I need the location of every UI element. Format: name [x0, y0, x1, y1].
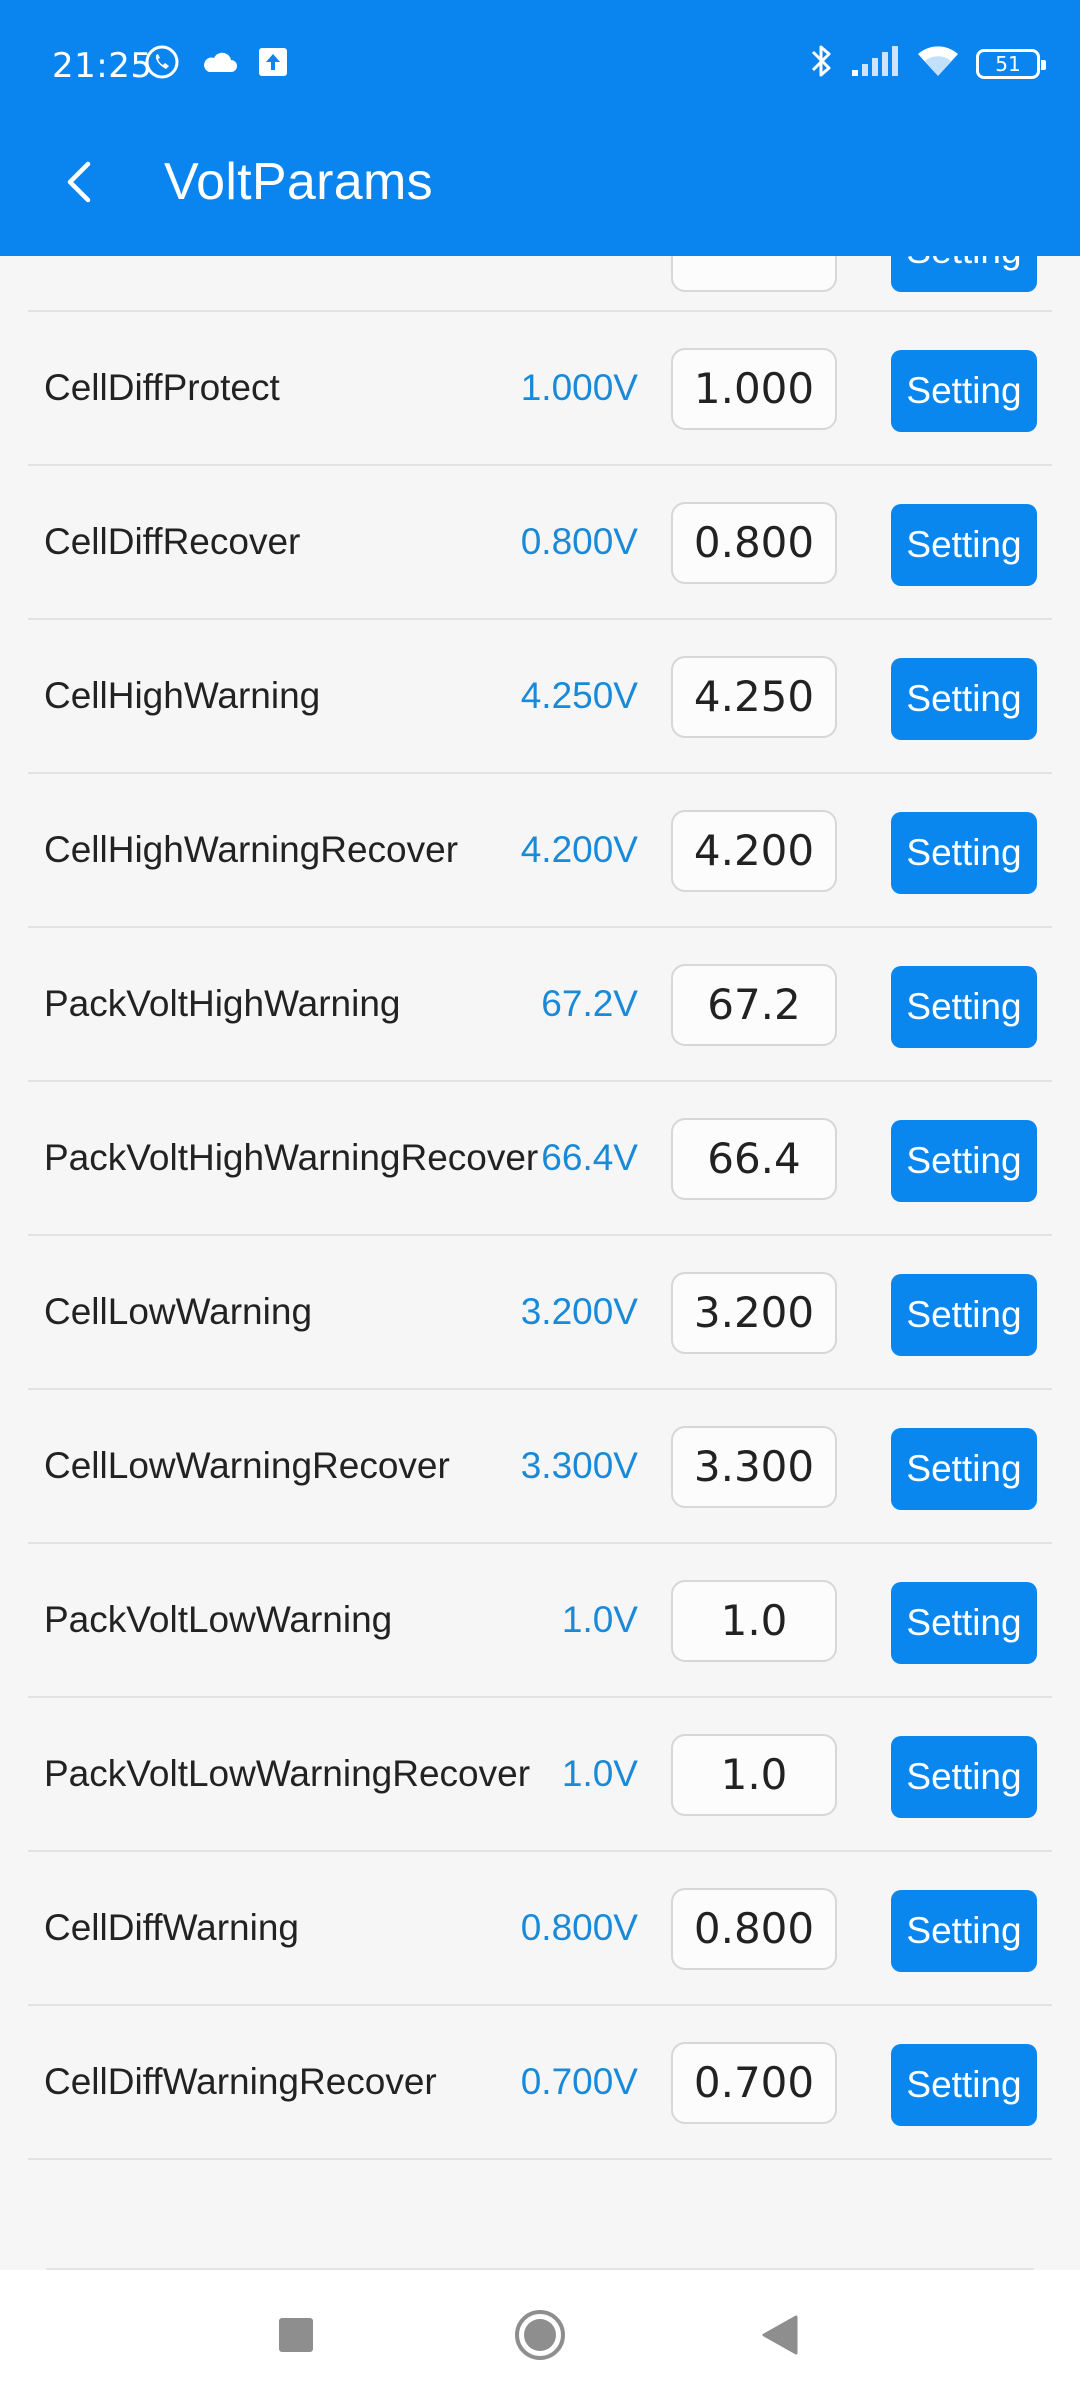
param-name: CellDiffRecover: [44, 521, 301, 562]
param-name: CellDiffProtect: [44, 367, 280, 408]
upload-icon: [258, 47, 288, 82]
phone-call-icon: [144, 44, 180, 85]
home-circle-icon: [515, 2310, 565, 2360]
value-input[interactable]: 67.2: [671, 964, 837, 1046]
setting-button[interactable]: Setting: [891, 658, 1037, 740]
app-bar: VoltParams: [0, 120, 1080, 256]
home-button[interactable]: [480, 2270, 600, 2400]
chevron-left-icon: [67, 161, 91, 203]
list-item: CellDiffWarning 0.800V 0.800 Setting: [28, 1852, 1052, 2006]
current-value: 3.200V: [520, 1291, 638, 1332]
setting-button[interactable]: Setting: [891, 256, 1037, 292]
param-name: CellLowWarning: [44, 1291, 313, 1332]
cloud-icon: [200, 48, 238, 81]
setting-button[interactable]: Setting: [891, 966, 1037, 1048]
param-name: CellHighWarningRecover: [44, 829, 459, 870]
status-time: 21:25: [52, 46, 153, 86]
param-name: CellLowWarningRecover: [44, 1445, 450, 1486]
setting-button[interactable]: Setting: [891, 350, 1037, 432]
value-input[interactable]: 1.000: [671, 348, 837, 430]
list-item: PackVoltLowWarningRecover 1.0V 1.0 Setti…: [28, 1698, 1052, 1852]
current-value: 3.300V: [520, 1445, 638, 1486]
param-name: CellDiffWarningRecover: [44, 2061, 437, 2102]
status-bar: 21:25: [0, 0, 1080, 120]
list-item: CellHighWarningRecover 4.200V 4.200 Sett…: [28, 774, 1052, 928]
param-name: PackVoltHighWarningRecover: [44, 1137, 539, 1178]
param-name: CellDiffWarning: [44, 1907, 299, 1948]
param-name: PackVoltLowWarningRecover: [44, 1753, 531, 1794]
list-item: CellLowWarningRecover 3.300V 3.300 Setti…: [28, 1390, 1052, 1544]
page-title: VoltParams: [164, 153, 433, 211]
recents-button[interactable]: [236, 2270, 356, 2400]
app-header: 21:25: [0, 0, 1080, 256]
back-nav-button[interactable]: [720, 2270, 840, 2400]
value-input[interactable]: 3.300: [671, 1426, 837, 1508]
value-input[interactable]: 3.200: [671, 1272, 837, 1354]
setting-button[interactable]: Setting: [891, 1890, 1037, 1972]
current-value: 1.0V: [561, 1599, 638, 1640]
nav-divider: [46, 2268, 1034, 2270]
list-item-partial: Setting: [28, 256, 1052, 312]
value-input[interactable]: 0.800: [671, 1888, 837, 1970]
current-value: 66.4V: [541, 1137, 638, 1178]
list-item: CellHighWarning 4.250V 4.250 Setting: [28, 620, 1052, 774]
current-value: 1.000V: [520, 367, 638, 408]
value-input[interactable]: 4.250: [671, 656, 837, 738]
setting-button[interactable]: Setting: [891, 1274, 1037, 1356]
current-value: 1.0V: [561, 1753, 638, 1794]
list-item: CellDiffProtect 1.000V 1.000 Setting: [28, 312, 1052, 466]
param-name: PackVoltHighWarning: [44, 983, 401, 1024]
current-value: 4.200V: [520, 829, 638, 870]
volt-params-list: Setting CellDiffProtect 1.000V 1.000 Set…: [28, 256, 1052, 2160]
recents-square-icon: [279, 2318, 313, 2352]
list-item: PackVoltLowWarning 1.0V 1.0 Setting: [28, 1544, 1052, 1698]
value-input[interactable]: 66.4: [671, 1118, 837, 1200]
param-name: PackVoltLowWarning: [44, 1599, 393, 1640]
value-input[interactable]: 0.800: [671, 502, 837, 584]
setting-button[interactable]: Setting: [891, 2044, 1037, 2126]
setting-button[interactable]: Setting: [891, 1428, 1037, 1510]
setting-button[interactable]: Setting: [891, 812, 1037, 894]
back-button[interactable]: [48, 150, 112, 214]
battery-level: 51: [995, 51, 1021, 76]
signal-icon: [850, 44, 900, 83]
value-input[interactable]: 1.0: [671, 1734, 837, 1816]
param-name: CellHighWarning: [44, 675, 321, 716]
value-input[interactable]: 4.200: [671, 810, 837, 892]
list-item: PackVoltHighWarning 67.2V 67.2 Setting: [28, 928, 1052, 1082]
current-value: 0.800V: [520, 521, 638, 562]
value-input[interactable]: 1.0: [671, 1580, 837, 1662]
wifi-icon: [916, 44, 960, 83]
system-nav-bar: [0, 2270, 1080, 2400]
current-value: 0.700V: [520, 2061, 638, 2102]
status-left-icons: [144, 44, 288, 85]
setting-button[interactable]: Setting: [891, 1120, 1037, 1202]
current-value: 4.250V: [520, 675, 638, 716]
battery-icon: 51: [976, 48, 1046, 79]
current-value: 67.2V: [541, 983, 638, 1024]
current-value: 0.800V: [520, 1907, 638, 1948]
list-item: CellLowWarning 3.200V 3.200 Setting: [28, 1236, 1052, 1390]
setting-button[interactable]: Setting: [891, 504, 1037, 586]
list-item: CellDiffWarningRecover 0.700V 0.700 Sett…: [28, 2006, 1052, 2160]
setting-button[interactable]: Setting: [891, 1736, 1037, 1818]
setting-button[interactable]: Setting: [891, 1582, 1037, 1664]
bluetooth-icon: [808, 42, 834, 85]
list-item: CellDiffRecover 0.800V 0.800 Setting: [28, 466, 1052, 620]
status-right-icons: 51: [808, 42, 1046, 85]
value-input[interactable]: 0.700: [671, 2042, 837, 2124]
back-triangle-icon: [762, 2315, 798, 2355]
list-item: PackVoltHighWarningRecover 66.4V 66.4 Se…: [28, 1082, 1052, 1236]
value-input[interactable]: [671, 256, 837, 292]
